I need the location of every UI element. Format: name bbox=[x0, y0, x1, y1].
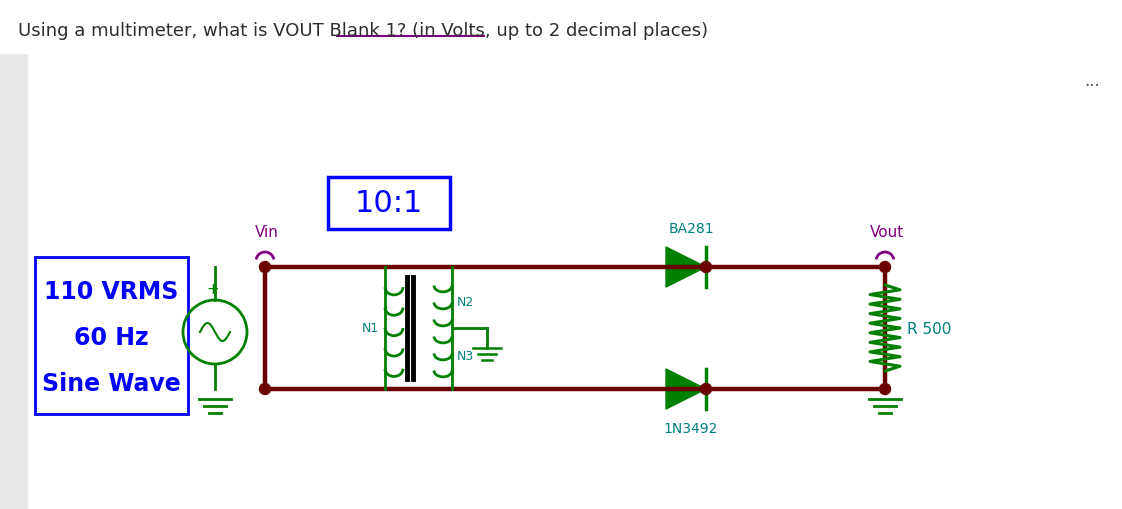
Text: BA281: BA281 bbox=[669, 221, 714, 236]
Text: 60 Hz: 60 Hz bbox=[74, 325, 149, 349]
Circle shape bbox=[700, 262, 711, 273]
Text: Vin: Vin bbox=[255, 224, 279, 240]
Text: 10:1: 10:1 bbox=[355, 189, 423, 218]
Circle shape bbox=[259, 262, 270, 273]
Text: Vout: Vout bbox=[870, 224, 904, 240]
Text: N1: N1 bbox=[361, 322, 379, 335]
Circle shape bbox=[880, 262, 891, 273]
Text: ...: ... bbox=[1084, 72, 1100, 90]
Text: 1N3492: 1N3492 bbox=[664, 421, 718, 435]
Text: N2: N2 bbox=[457, 296, 475, 309]
Text: R 500: R 500 bbox=[907, 321, 951, 336]
Bar bbox=[0, 55, 28, 509]
Text: Sine Wave: Sine Wave bbox=[43, 371, 181, 395]
Bar bbox=[328, 178, 450, 230]
Polygon shape bbox=[666, 247, 706, 288]
Text: Using a multimeter, what is VOUT Blank 1? (in Volts, up to 2 decimal places): Using a multimeter, what is VOUT Blank 1… bbox=[18, 22, 708, 40]
Circle shape bbox=[700, 384, 711, 394]
Text: +: + bbox=[206, 281, 220, 296]
Polygon shape bbox=[666, 369, 706, 409]
Bar bbox=[35, 258, 188, 414]
Text: 110 VRMS: 110 VRMS bbox=[44, 279, 178, 303]
Circle shape bbox=[880, 384, 891, 394]
Circle shape bbox=[259, 384, 270, 394]
Text: N3: N3 bbox=[457, 350, 475, 363]
